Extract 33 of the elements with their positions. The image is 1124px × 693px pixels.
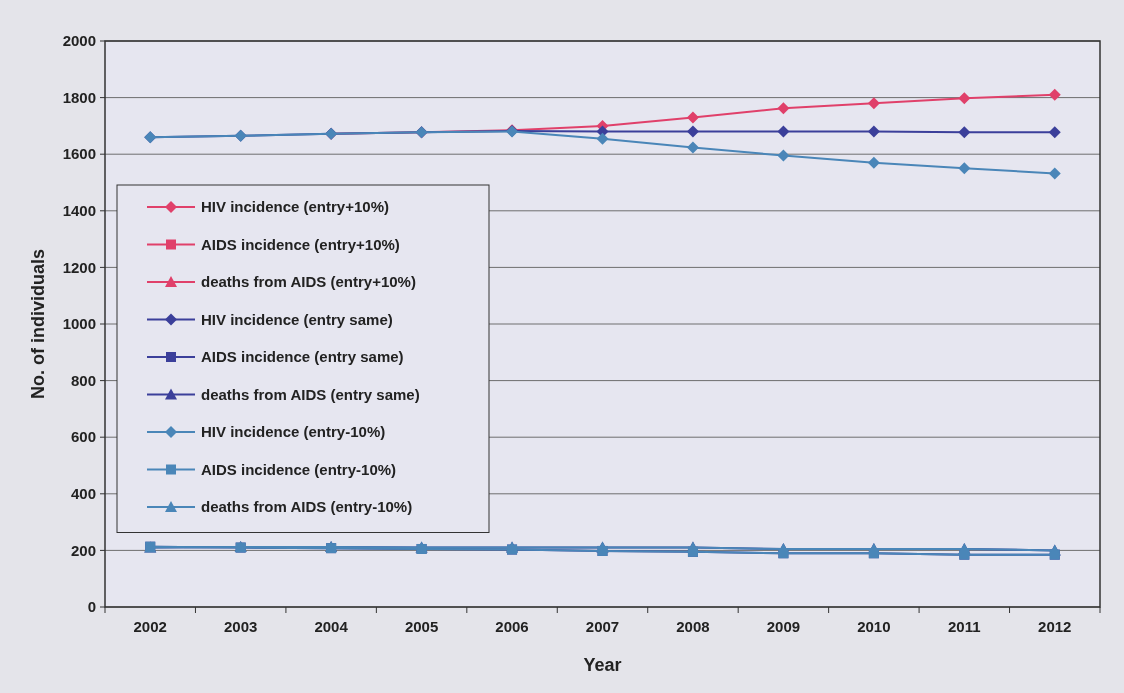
x-tick-label: 2002 — [133, 618, 167, 635]
y-tick-label: 200 — [70, 541, 96, 559]
legend-label: deaths from AIDS (entry same) — [201, 385, 420, 403]
legend-label: AIDS incidence (entry-10%) — [201, 460, 397, 478]
y-tick-label: 2000 — [62, 32, 96, 50]
x-tick-label: 2005 — [404, 618, 439, 635]
legend-label: HIV incidence (entry+10%) — [201, 198, 389, 216]
x-tick-label: 2009 — [766, 618, 801, 635]
legend-label: HIV incidence (entry same) — [201, 310, 393, 328]
x-tick-label: 2010 — [857, 618, 891, 635]
x-tick-label: 2006 — [495, 618, 529, 635]
legend-label: AIDS incidence (entry same) — [201, 348, 404, 366]
x-tick-label: 2012 — [1038, 618, 1072, 635]
x-tick-label: 2008 — [676, 618, 710, 635]
x-tick-label: 2007 — [585, 618, 620, 635]
x-tick-label: 2011 — [948, 618, 981, 635]
y-tick-label: 0 — [87, 598, 96, 616]
y-axis-title: No. of individuals — [28, 248, 48, 400]
x-axis-title: Year — [583, 655, 622, 675]
y-tick-label: 1400 — [62, 202, 96, 220]
y-tick-label: 1800 — [62, 88, 96, 106]
y-tick-label: 1600 — [62, 145, 96, 163]
x-tick-label: 2003 — [223, 618, 258, 635]
legend-label: deaths from AIDS (entry-10%) — [201, 498, 413, 516]
legend-label: HIV incidence (entry-10%) — [201, 423, 386, 441]
y-tick-label: 1000 — [62, 315, 96, 333]
y-tick-label: 1200 — [62, 258, 96, 276]
y-tick-label: 800 — [70, 371, 96, 389]
legend-label: AIDS incidence (entry+10%) — [201, 235, 400, 253]
x-tick-label: 2004 — [314, 618, 349, 635]
legend-label: deaths from AIDS (entry+10%) — [201, 273, 416, 291]
y-tick-label: 400 — [70, 485, 96, 503]
y-tick-label: 600 — [70, 428, 96, 446]
